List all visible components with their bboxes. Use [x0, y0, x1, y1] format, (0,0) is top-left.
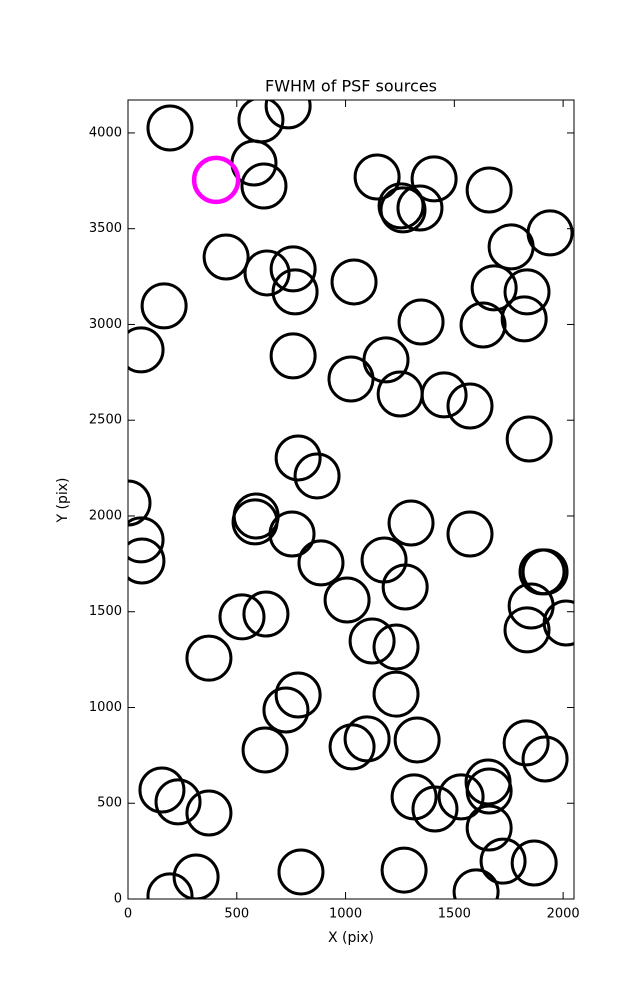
source-circle [505, 415, 553, 463]
source-circle [274, 434, 322, 482]
source-circle [268, 510, 316, 558]
source-circle [353, 153, 401, 201]
source-circle [262, 686, 310, 734]
source-circle [271, 268, 319, 316]
y-tick-label: 0 [114, 892, 122, 907]
source-circle [380, 846, 428, 894]
source-circle [328, 723, 376, 771]
axes-frame [127, 99, 575, 900]
source-circle [191, 155, 241, 205]
source-circle [437, 773, 485, 821]
source-circle [231, 498, 279, 546]
source-circle [410, 155, 458, 203]
source-circle [479, 837, 527, 885]
source-circle [128, 516, 165, 564]
x-axis-label: X (pix) [328, 930, 374, 946]
source-circle [185, 789, 233, 837]
source-circle [411, 785, 459, 833]
x-tick-label: 1500 [438, 907, 471, 922]
source-circle [243, 249, 291, 297]
source-circle [154, 778, 202, 826]
source-circle [330, 258, 378, 306]
source-circle [452, 868, 500, 899]
source-circle [396, 184, 444, 232]
x-tick-label: 500 [224, 907, 249, 922]
source-circle [277, 848, 325, 896]
source-circle [502, 719, 550, 767]
source-circle [348, 617, 396, 665]
x-tick-label: 1000 [329, 907, 362, 922]
source-circle [393, 716, 441, 764]
source-circle [240, 162, 288, 210]
source-circle [362, 336, 410, 384]
source-circle [128, 537, 166, 585]
plot-area [128, 100, 574, 899]
source-circle [269, 332, 317, 380]
source-circle [264, 100, 312, 130]
y-tick-label: 1500 [89, 604, 122, 619]
source-circle [420, 371, 468, 419]
source-circle [323, 576, 371, 624]
source-circle [387, 499, 435, 547]
y-tick-label: 4000 [89, 125, 122, 140]
y-tick-label: 2500 [89, 413, 122, 428]
source-circle [377, 182, 425, 230]
y-tick-label: 3000 [89, 317, 122, 332]
y-axis-label: Y (pix) [55, 478, 71, 524]
source-circle [521, 548, 569, 596]
x-tick-label: 0 [124, 907, 132, 922]
source-circle [542, 599, 574, 647]
source-circle [372, 623, 420, 671]
source-circle [526, 209, 574, 257]
chart-title: FWHM of PSF sources [265, 77, 437, 96]
source-circle [500, 295, 548, 343]
y-tick-label: 500 [97, 796, 122, 811]
source-circle [446, 510, 494, 558]
points [128, 100, 574, 899]
source-circle [241, 726, 289, 774]
source-circle [379, 186, 427, 234]
source-circle [138, 766, 186, 814]
source-circle [242, 590, 290, 638]
source-circle [343, 715, 391, 763]
y-tick-label: 2000 [89, 508, 122, 523]
source-circle [521, 735, 569, 783]
source-circle [503, 268, 551, 316]
source-circle [446, 382, 494, 430]
y-tick-label: 3500 [89, 221, 122, 236]
source-circle [465, 804, 513, 852]
source-circle [503, 606, 551, 654]
source-circle [465, 166, 513, 214]
source-circle [459, 301, 507, 349]
source-circle [146, 104, 194, 152]
source-circle [218, 593, 266, 641]
source-circle [128, 479, 152, 527]
source-circle [269, 245, 317, 293]
source-circle [146, 872, 194, 899]
source-circle [510, 839, 558, 887]
source-circle [297, 539, 345, 587]
source-circle [372, 670, 420, 718]
source-circle [128, 326, 165, 374]
source-circle [140, 282, 188, 330]
source-circle [381, 563, 429, 611]
source-circle [185, 634, 233, 682]
y-tick-label: 1000 [89, 700, 122, 715]
source-circle [293, 452, 341, 500]
source-circle [274, 671, 322, 719]
source-circle [465, 767, 513, 815]
source-circle [470, 264, 518, 312]
x-tick-label: 2000 [547, 907, 580, 922]
source-circle [397, 298, 445, 346]
source-circle [202, 233, 250, 281]
